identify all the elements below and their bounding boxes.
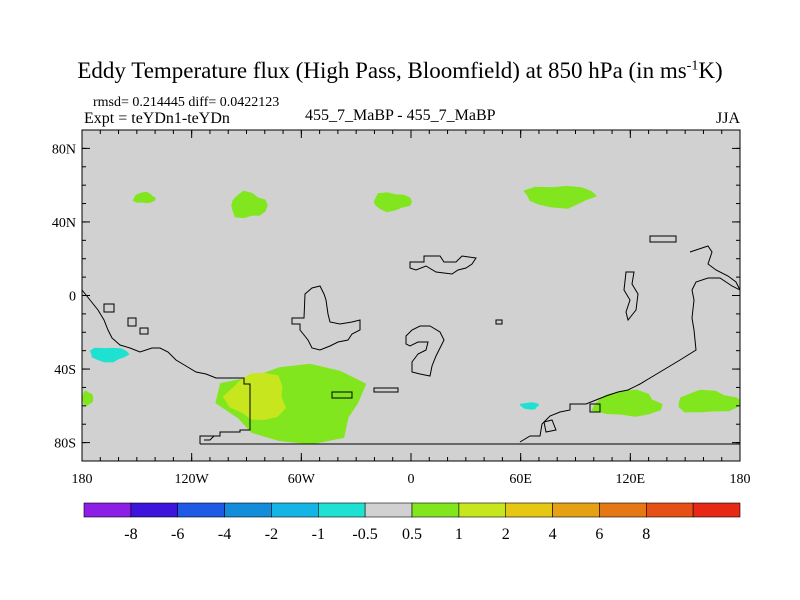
season-label: JJA (715, 110, 740, 127)
colorbar-label: -8 (124, 526, 137, 543)
coastline-arabia (405, 325, 445, 377)
anomaly-region-7 (591, 389, 663, 417)
coastline-indonesia (331, 319, 503, 399)
colorbar-swatch (317, 502, 366, 518)
x-tick-label: 180 (730, 472, 751, 487)
colorbar-swatch (411, 502, 460, 518)
coastline-southeast-asia (519, 235, 740, 443)
colorbar-label: -6 (171, 526, 184, 543)
anomaly-region-1 (132, 191, 156, 204)
colorbar-swatch (599, 502, 647, 518)
y-axis: 80N 40N 0 40S 80S (52, 129, 740, 462)
x-tick-label: 120W (175, 472, 210, 487)
anomaly-region-8 (678, 389, 740, 413)
y-tick-label: 0 (69, 290, 76, 305)
y-tick-label: 80S (54, 437, 76, 452)
coastline-south-east-antarctica (543, 403, 601, 433)
colorbar-swatch (83, 502, 132, 518)
chart-title: Eddy Temperature flux (High Pass, Bloomf… (0, 58, 800, 84)
anomaly-region-10 (89, 347, 130, 363)
y-tick-label: 40S (54, 363, 76, 378)
colorbar-label: 8 (642, 526, 650, 543)
colorbar-label: 0.5 (402, 526, 422, 543)
colorbar-swatch (271, 502, 319, 518)
colorbar-swatch (458, 502, 507, 518)
anomaly-region-4 (523, 185, 597, 209)
colorbar-label: 4 (549, 526, 557, 543)
colorbar-label: 2 (502, 526, 510, 543)
x-axis: 180 120W 60W 0 60E 120E 180 (72, 130, 751, 487)
anomaly-region-9 (82, 390, 94, 407)
colorbar-swatch (364, 502, 413, 518)
colorbar-swatch (645, 502, 694, 518)
y-tick-label: 40N (52, 216, 76, 231)
colorbar-label: -2 (265, 526, 278, 543)
comparison-label: 455_7_MaBP - 455_7_MaBP (305, 107, 496, 124)
colorbar-swatch (505, 502, 553, 518)
colorbar: -8 -6 -4 -2 -1 -0.5 0.5 1 2 4 6 8 (83, 502, 741, 543)
colorbar-swatch (692, 502, 741, 518)
y-tick-label: 80N (52, 142, 76, 157)
colorbar-label: 6 (595, 526, 603, 543)
colorbar-swatch (130, 502, 179, 518)
anomaly-regions (82, 185, 740, 445)
colorbar-label: -0.5 (352, 526, 377, 543)
coastline-india (409, 255, 477, 275)
colorbar-label: -1 (312, 526, 325, 543)
coastline-antarctic-peninsula (204, 435, 220, 441)
anomaly-region-6 (222, 372, 286, 420)
x-tick-label: 120E (616, 472, 646, 487)
x-tick-label: 0 (408, 472, 415, 487)
anomaly-region-11 (520, 402, 539, 410)
stats-label: rmsd= 0.214445 diff= 0.0422123 (93, 95, 280, 110)
chart-title-main: Eddy Temperature flux (High Pass, Bloomf… (77, 58, 687, 83)
coastline-south-america (82, 289, 251, 444)
coastline-africa (291, 285, 361, 351)
chart-title-end: K) (698, 58, 723, 83)
coastline-antarctica (200, 443, 740, 445)
colorbar-label: 1 (455, 526, 463, 543)
x-tick-label: 180 (72, 472, 93, 487)
colorbar-label: -4 (218, 526, 231, 543)
colorbar-swatch (224, 502, 272, 518)
colorbar-swatch (552, 502, 600, 518)
x-tick-label: 60E (509, 472, 532, 487)
colorbar-swatch (177, 502, 225, 518)
coastline-south-america-east (103, 303, 149, 335)
chart-title-superscript: -1 (686, 58, 699, 74)
coastline-australia (623, 271, 639, 322)
x-tick-label: 60W (288, 472, 316, 487)
anomaly-region-2 (231, 190, 268, 219)
anomaly-region-3 (373, 192, 413, 213)
experiment-label: Expt = teYDn1-teYDn (84, 110, 230, 127)
coastlines (82, 235, 740, 445)
